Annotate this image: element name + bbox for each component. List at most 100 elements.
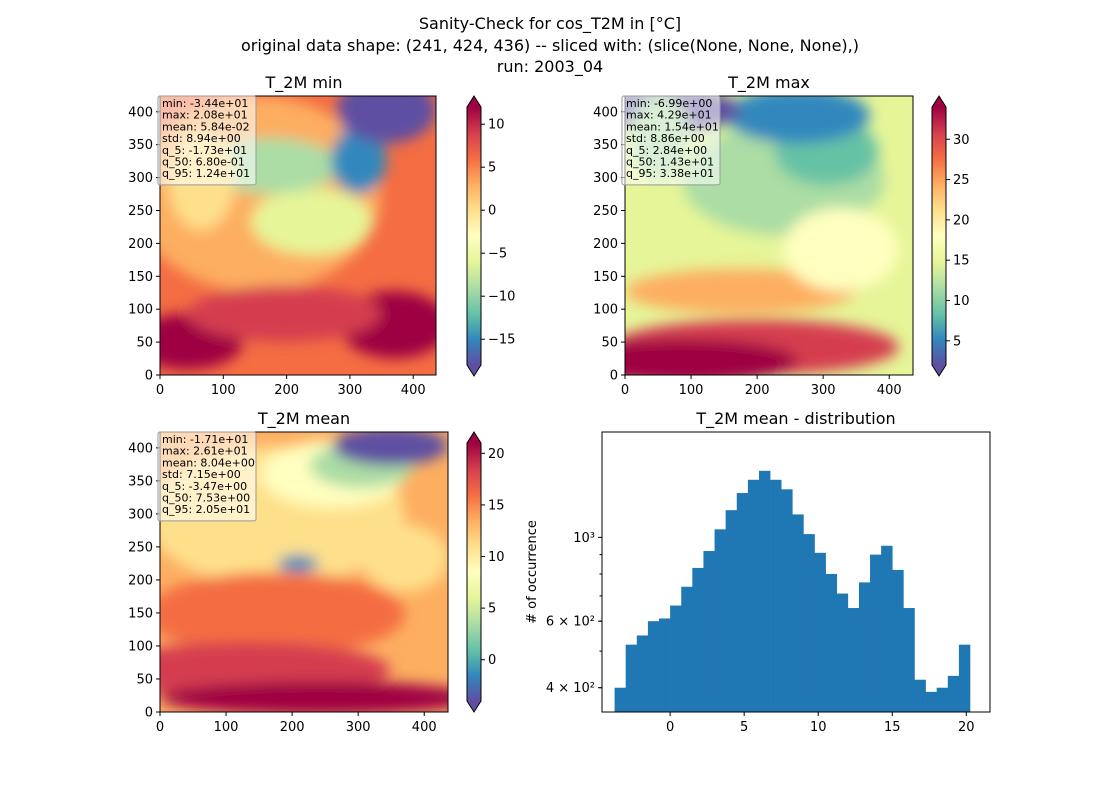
- x-tick-label: 300: [346, 720, 371, 735]
- histogram-bar: [892, 569, 904, 712]
- colorbar-tick-label: 20: [488, 447, 505, 462]
- x-tick-label: 200: [274, 383, 299, 398]
- x-tick-label: 0: [621, 383, 629, 398]
- y-tick-label: 100: [128, 303, 153, 318]
- colorbar-tick-label: 10: [953, 294, 970, 309]
- x-tick-label: 100: [679, 383, 704, 398]
- x-tick-label: 400: [412, 720, 437, 735]
- heatmap-region: [332, 432, 448, 466]
- heatmap-tmax: [625, 96, 913, 375]
- heatmap-regions: [160, 96, 436, 370]
- histogram-bar: [736, 493, 749, 712]
- heatmap-region: [278, 555, 319, 572]
- colorbar-outline: [931, 95, 947, 377]
- y-tick-label: 6 × 10²: [546, 615, 595, 630]
- histogram-bar: [714, 529, 726, 712]
- histogram-bar: [847, 608, 860, 712]
- histogram-bar: [659, 618, 671, 712]
- histogram-ylabel: # of occurrence: [525, 520, 540, 624]
- x-tick-label: 200: [745, 383, 770, 398]
- stats-line: q_95: 3.38e+01: [626, 167, 714, 180]
- stats-line: q_95: 2.05e+01: [162, 503, 250, 516]
- heatmap-region: [160, 572, 405, 656]
- colorbar-tick-label: 20: [953, 213, 970, 228]
- histogram-bar: [681, 586, 693, 712]
- histogram-bar: [625, 644, 638, 712]
- histogram-bar: [870, 554, 882, 712]
- axes-frame: [159, 431, 449, 713]
- colorbar-tmin: 10 5 0 −5 −10 −15: [466, 95, 515, 377]
- panel-title: T_2M mean: [257, 409, 350, 429]
- histogram-bar: [836, 593, 849, 712]
- colorbar-gradient: [467, 443, 481, 701]
- stats-line: min: -3.44e+01: [162, 97, 248, 110]
- colorbar-extend-top: [467, 96, 481, 107]
- panel-title: T_2M min: [264, 73, 342, 93]
- colorbar-tick-label: 5: [488, 161, 496, 176]
- colorbar-tick-label: 10: [488, 550, 505, 565]
- stats-line: q_50: 6.80e-01: [162, 156, 245, 169]
- histogram-bar: [636, 635, 649, 712]
- x-tick-label: 20: [958, 720, 975, 735]
- histogram-bar: [803, 534, 815, 712]
- colorbar-tick-label: 15: [488, 498, 505, 513]
- y-tick-label: 0: [145, 369, 153, 384]
- colorbar-gradient: [932, 107, 946, 365]
- colorbar-extend-top: [467, 432, 481, 443]
- stats-line: min: -6.99e+00: [626, 97, 712, 110]
- stats-line: std: 7.15e+00: [162, 468, 241, 481]
- heatmap-region: [783, 207, 899, 292]
- histogram-bar: [725, 510, 738, 712]
- colorbar-outline: [466, 431, 482, 713]
- heatmap-region: [625, 338, 798, 375]
- panel-tmax: T_2M max 0 100 200 300 400 0 50 100 150 200 250 300…: [593, 73, 970, 398]
- heatmap-field: [160, 96, 436, 375]
- y-tick-label: 10³: [573, 531, 595, 546]
- heatmap-region: [331, 126, 387, 194]
- y-tick-label: 250: [593, 204, 618, 219]
- colorbar-extend-bottom: [467, 365, 481, 376]
- y-tick-label: 400: [128, 105, 153, 120]
- histogram-bar: [758, 470, 771, 712]
- axes-tmean: 0 100 200 300 400 0 50 100 150 200 250 300 350 400: [128, 431, 449, 735]
- histogram-bar: [936, 687, 949, 712]
- heatmap-region: [187, 285, 381, 342]
- panel-histogram: T_2M mean - distribution 0 5 10 15 20 10³ 6 × …: [525, 409, 991, 735]
- y-tick-label: 150: [593, 270, 618, 285]
- stats-line: q_5: -1.73e+01: [162, 144, 247, 157]
- x-tick-label: 300: [337, 383, 362, 398]
- heatmap-region: [251, 188, 373, 256]
- y-tick-label: 400: [593, 105, 618, 120]
- histogram-bar: [825, 573, 838, 712]
- histogram-bar: [914, 679, 926, 712]
- panel-title: T_2M max: [727, 73, 810, 93]
- colorbar-tmax: 30 25 20 15 10 5: [931, 95, 970, 377]
- colorbar-tick-label: 5: [488, 602, 496, 617]
- colorbar-tick-label: −15: [488, 333, 515, 348]
- stats-line: mean: 8.04e+00: [162, 456, 255, 469]
- stats-line: q_50: 1.43e+01: [626, 156, 714, 169]
- colorbar-tick-label: 5: [953, 334, 961, 349]
- stats-line: std: 8.86e+00: [626, 132, 705, 145]
- y-tick-label: 300: [128, 507, 153, 522]
- colorbar-tick-label: −5: [488, 247, 507, 262]
- stats-box-background: [157, 95, 257, 186]
- colorbar-tick-label: 10: [488, 118, 505, 133]
- figure-title-line-1: Sanity-Check for cos_T2M in [°C]: [419, 14, 681, 34]
- histogram-bar: [781, 489, 793, 712]
- panel-tmean: T_2M mean 0 100 200 300 40005010015020025030…: [128, 409, 505, 735]
- y-tick-label: 400: [128, 441, 153, 456]
- histogram-bar: [958, 644, 971, 712]
- colorbar-extend-bottom: [932, 365, 946, 376]
- histogram-bar: [692, 567, 704, 712]
- colorbar-tick-label: 30: [953, 133, 970, 148]
- colorbar-gradient: [467, 107, 481, 365]
- x-tick-label: 10: [810, 720, 827, 735]
- histogram-frame: [601, 431, 991, 713]
- axes-frame: [624, 95, 914, 376]
- heatmap-region: [625, 268, 856, 314]
- colorbar-tick-label: 15: [953, 254, 970, 269]
